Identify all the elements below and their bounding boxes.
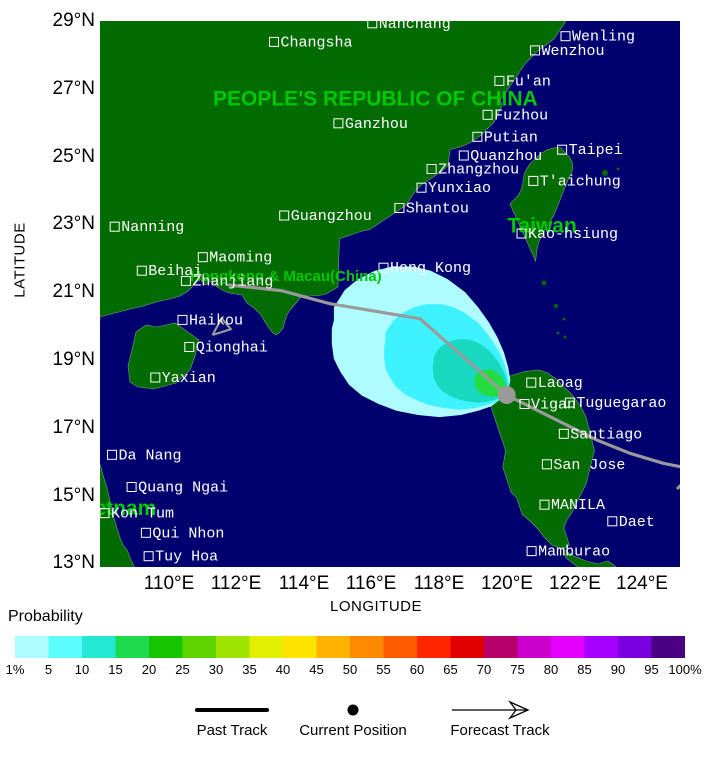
svg-text:Kao-hsiung: Kao-hsiung [528,226,618,243]
svg-text:Past Track: Past Track [197,722,268,739]
svg-text:Nanning: Nanning [121,219,184,236]
svg-text:Qionghai: Qionghai [196,340,268,357]
svg-text:Yaxian: Yaxian [162,370,216,387]
svg-text:Laoag: Laoag [538,375,583,392]
svg-text:90: 90 [611,662,625,677]
svg-text:70: 70 [477,662,491,677]
svg-text:Mamburao: Mamburao [538,544,610,561]
svg-text:Wenzhou: Wenzhou [542,43,605,60]
svg-text:100%: 100% [668,662,702,677]
svg-text:60: 60 [410,662,424,677]
svg-text:Yunxiao: Yunxiao [428,180,491,197]
svg-text:Nanchang: Nanchang [379,21,451,33]
svg-text:Haikou: Haikou [189,312,243,329]
svg-text:40: 40 [276,662,290,677]
svg-text:Fuzhou: Fuzhou [494,107,548,124]
svg-text:San Jose: San Jose [553,457,625,474]
svg-text:Zhangzhou: Zhangzhou [438,162,519,179]
svg-text:35: 35 [242,662,256,677]
svg-text:50: 50 [343,662,357,677]
svg-text:15: 15 [108,662,122,677]
svg-text:Tuguegarao: Tuguegarao [576,395,666,412]
svg-text:Tuy Hoa: Tuy Hoa [155,549,218,566]
svg-text:Daet: Daet [619,514,655,531]
svg-text:MANILA: MANILA [551,497,605,514]
svg-text:Qui Nhon: Qui Nhon [152,525,224,542]
svg-text:Current Position: Current Position [299,722,407,739]
svg-text:Maoming: Maoming [209,250,272,267]
svg-text:Fu'an: Fu'an [506,73,551,90]
svg-text:Zhanjiang: Zhanjiang [192,273,273,290]
svg-text:Shantou: Shantou [406,201,469,218]
svg-text:Quang Ngai: Quang Ngai [138,480,228,497]
svg-text:95: 95 [644,662,658,677]
svg-text:Vigan: Vigan [531,397,576,414]
svg-text:25: 25 [175,662,189,677]
svg-text:Guangzhou: Guangzhou [291,208,372,225]
svg-text:65: 65 [443,662,457,677]
svg-text:10: 10 [75,662,89,677]
svg-text:75: 75 [510,662,524,677]
svg-text:Ganzhou: Ganzhou [345,116,408,133]
svg-text:Kon Tum: Kon Tum [111,506,174,523]
svg-text:T'aichung: T'aichung [540,173,621,190]
svg-text:Da Nang: Da Nang [119,447,182,464]
svg-text:PEOPLE'S REPUBLIC OF CHINA: PEOPLE'S REPUBLIC OF CHINA [213,87,538,110]
svg-text:Forecast Track: Forecast Track [450,722,550,739]
svg-text:1%: 1% [6,662,25,677]
svg-text:30: 30 [209,662,223,677]
svg-text:Santiago: Santiago [570,426,642,443]
svg-text:Hong Kong: Hong Kong [390,260,471,277]
svg-text:Putian: Putian [484,129,538,146]
svg-text:5: 5 [45,662,52,677]
svg-text:45: 45 [309,662,323,677]
svg-text:Changsha: Changsha [281,34,353,51]
svg-text:55: 55 [376,662,390,677]
svg-text:20: 20 [142,662,156,677]
svg-text:85: 85 [577,662,591,677]
svg-text:80: 80 [544,662,558,677]
svg-text:Taipei: Taipei [569,142,623,159]
